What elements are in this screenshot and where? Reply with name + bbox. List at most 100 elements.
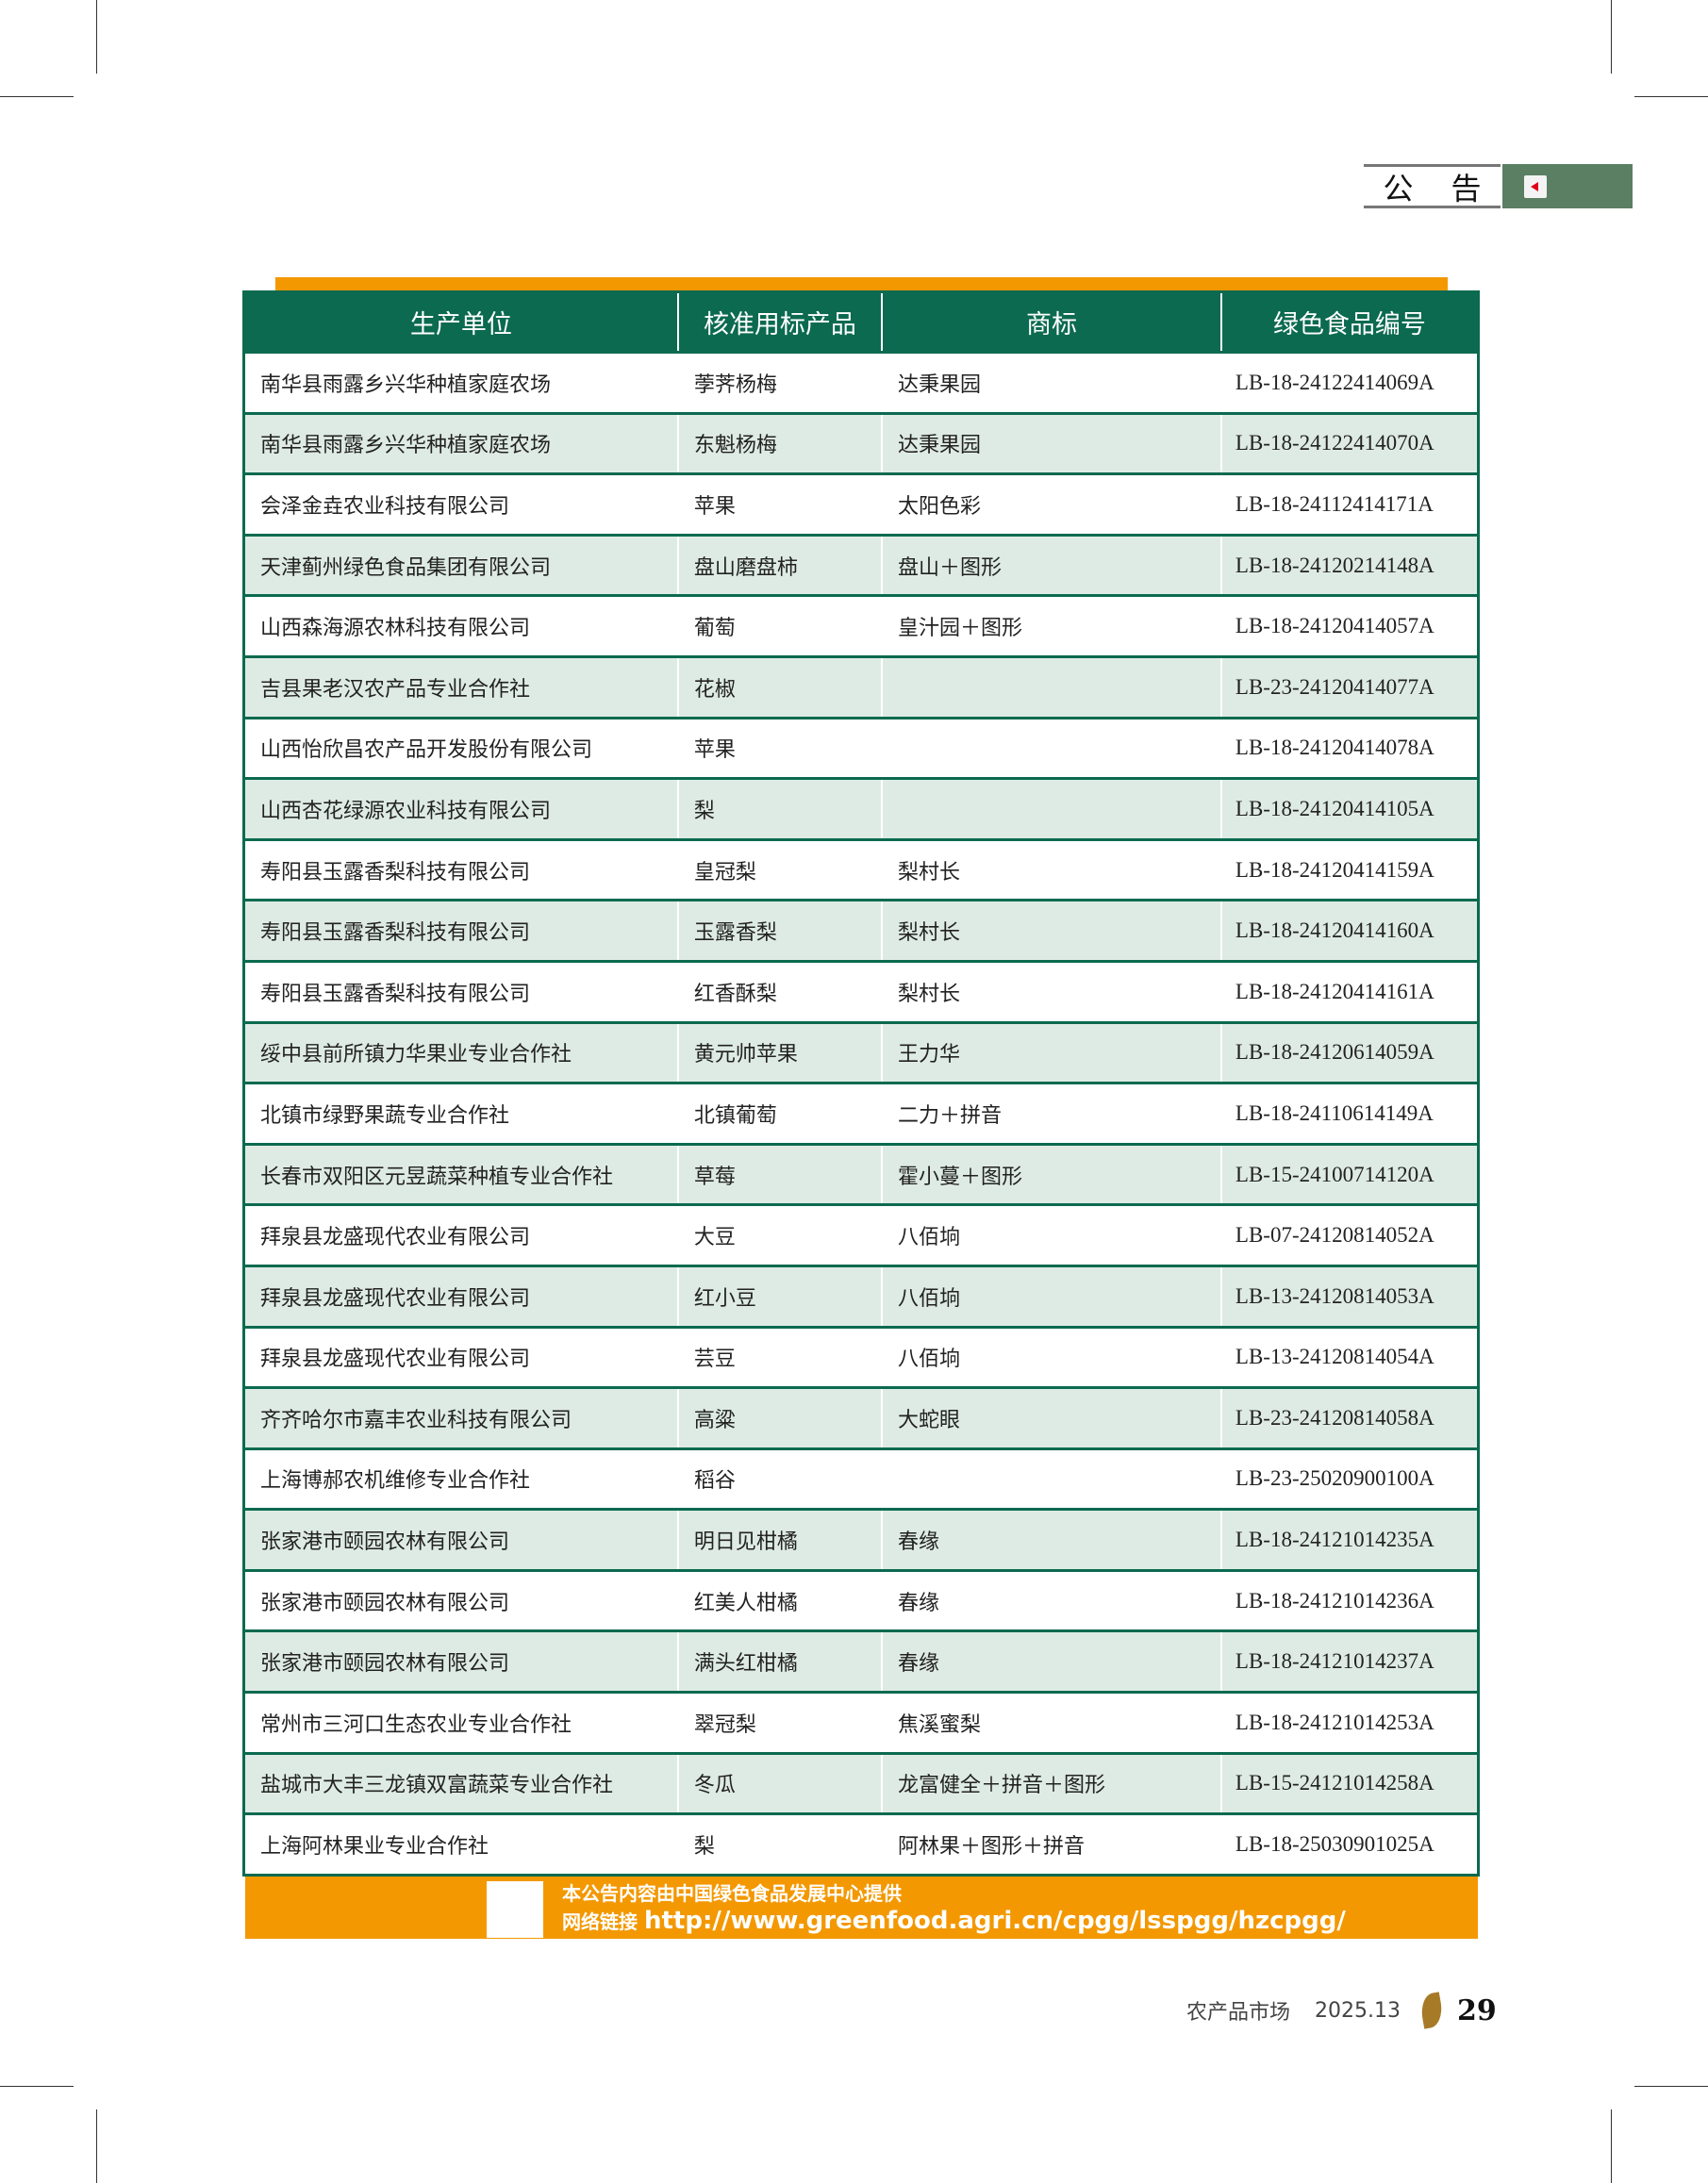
table-row: 盐城市大丰三龙镇双富蔬菜专业合作社 冬瓜 龙富健全＋拼音＋图形 LB-15-24121… [243,1751,1479,1814]
table-row: 长春市双阳区元昱蔬菜种植专业合作社 草莓 霍小蔓＋图形 LB-15-241007141… [243,1142,1479,1205]
trademark-cell [881,777,1221,840]
table-row: 拜泉县龙盛现代农业有限公司 芸豆 八佰垧 LB-13-24120814054A [243,1325,1479,1388]
producer-cell: 张家港市颐园农林有限公司 [243,1508,678,1571]
producer-cell: 会泽金垚农业科技有限公司 [243,472,678,536]
producer-cell: 常州市三河口生态农业专业合作社 [243,1691,678,1754]
code-cell: LB-18-24110614149A [1219,1082,1479,1145]
table-top-bar [275,277,1448,290]
trademark-cell: 达秉果园 [881,351,1221,414]
code-cell: LB-18-24121014235A [1219,1508,1479,1571]
producer-cell: 山西怡欣昌农产品开发股份有限公司 [243,716,678,779]
column-header: 绿色食品编号 [1219,291,1479,353]
code-cell: LB-18-24120414078A [1219,716,1479,779]
crop-mark [96,2109,97,2183]
code-cell: LB-15-24100714120A [1219,1142,1479,1205]
producer-cell: 绥中县前所镇力华果业专业合作社 [243,1020,678,1083]
section-char: 公 [1383,170,1414,207]
trademark-cell: 二力＋拼音 [881,1082,1221,1145]
producer-cell: 山西杏花绿源农业科技有限公司 [243,777,678,840]
crop-mark [0,2086,74,2087]
table-row: 吉县果老汉农产品专业合作社 花椒 LB-23-24120414077A [243,654,1479,719]
table-row: 拜泉县龙盛现代农业有限公司 大豆 八佰垧 LB-07-24120814052A [243,1203,1479,1266]
code-cell: LB-13-24120814054A [1219,1325,1479,1388]
table-row: 绥中县前所镇力华果业专业合作社 黄元帅苹果 王力华 LB-18-24120614059… [243,1020,1479,1083]
trademark-cell: 霍小蔓＋图形 [881,1142,1221,1205]
code-cell: LB-18-24120214148A [1219,533,1479,596]
trademark-cell: 大蛇眼 [881,1386,1221,1449]
product-cell: 梨 [676,777,883,840]
product-cell: 苹果 [676,472,883,536]
trademark-cell: 八佰垧 [881,1264,1221,1327]
product-cell: 黄元帅苹果 [676,1020,883,1083]
table-row: 寿阳县玉露香梨科技有限公司 红香酥梨 梨村长 LB-18-24120414161A [243,959,1479,1023]
code-cell: LB-18-24120414105A [1219,777,1479,840]
table-row: 山西怡欣昌农产品开发股份有限公司 苹果 LB-18-24120414078A [243,716,1479,779]
trademark-cell [881,716,1221,779]
product-cell: 盘山磨盘柿 [676,533,883,596]
product-cell: 草莓 [676,1142,883,1205]
table-row: 山西杏花绿源农业科技有限公司梨 LB-18-24120414105A [243,777,1479,840]
product-cell: 芸豆 [676,1325,883,1388]
table-row: 山西森海源农林科技有限公司 葡萄 皇汁园＋图形 LB-18-24120414057A [243,594,1479,657]
crop-mark [0,96,74,97]
producer-cell: 天津蓟州绿色食品集团有限公司 [243,533,678,596]
crop-mark [1634,96,1708,97]
trademark-cell: 春缘 [881,1508,1221,1571]
code-cell: LB-23-25020900100A [1219,1447,1479,1510]
product-cell: 冬瓜 [676,1751,883,1814]
notice-url[interactable]: http://www.greenfood.agri.cn/cpgg/lsspgg… [643,1907,1346,1935]
code-cell: LB-13-24120814053A [1219,1264,1479,1327]
product-cell: 梨 [676,1812,883,1876]
code-cell: LB-15-24121014258A [1219,1751,1479,1814]
qr-code-icon [487,1881,543,1938]
producer-cell: 寿阳县玉露香梨科技有限公司 [243,899,678,962]
producer-cell: 寿阳县玉露香梨科技有限公司 [243,837,678,901]
product-cell: 稻谷 [676,1447,883,1510]
product-cell: 东魁杨梅 [676,411,883,474]
product-cell: 北镇葡萄 [676,1082,883,1145]
code-cell: LB-18-24120414160A [1219,899,1479,962]
producer-cell: 上海阿林果业专业合作社 [243,1812,678,1876]
product-cell: 葡萄 [676,594,883,657]
trademark-cell: 阿林果＋图形＋拼音 [881,1812,1221,1876]
producer-cell: 山西森海源农林科技有限公司 [243,594,678,657]
producer-cell: 北镇市绿野果蔬专业合作社 [243,1082,678,1145]
producer-cell: 寿阳县玉露香梨科技有限公司 [243,959,678,1023]
product-cell: 红小豆 [676,1264,883,1327]
table-row: 张家港市颐园农林有限公司 红美人柑橘 春缘 LB-18-24121014236A [243,1568,1479,1631]
leaf-icon [1418,1992,1445,2029]
notice-band: 本公告内容由中国绿色食品发展中心提供 网络链接 http://www.green… [245,1877,1478,1939]
code-cell: LB-18-24122414070A [1219,411,1479,474]
code-cell: LB-18-24121014236A [1219,1568,1479,1631]
product-cell: 红香酥梨 [676,959,883,1023]
product-cell: 翠冠梨 [676,1691,883,1754]
trademark-cell: 梨村长 [881,959,1221,1023]
code-cell: LB-18-24120414057A [1219,594,1479,657]
page-number: 29 [1457,1993,1497,2027]
trademark-cell: 八佰垧 [881,1203,1221,1266]
product-cell: 花椒 [676,654,883,719]
page-footer: 农产品市场 2025.13 29 [1186,1992,1497,2029]
trademark-cell: 梨村长 [881,837,1221,901]
table-row: 齐齐哈尔市嘉丰农业科技有限公司 高粱 大蛇眼 LB-23-24120814058A [243,1386,1479,1449]
producer-cell: 拜泉县龙盛现代农业有限公司 [243,1325,678,1388]
producer-cell: 张家港市颐园农林有限公司 [243,1568,678,1631]
trademark-cell: 皇汁园＋图形 [881,594,1221,657]
crop-mark [1611,0,1612,74]
arrow-left-icon [1524,175,1547,198]
product-cell: 红美人柑橘 [676,1568,883,1631]
section-char: 告 [1451,170,1482,207]
section-tab-marker [1502,164,1633,208]
table-row: 张家港市颐园农林有限公司 明日见柑橘 春缘 LB-18-24121014235A [243,1508,1479,1571]
product-cell: 皇冠梨 [676,837,883,901]
trademark-cell: 焦溪蜜梨 [881,1691,1221,1754]
code-cell: LB-18-24121014253A [1219,1691,1479,1754]
certification-table: 生产单位 核准用标产品 商标 绿色食品编号 南华县雨露乡兴华种植家庭农场 荸荠杨梅 达秉果… [242,290,1480,1877]
column-header: 核准用标产品 [676,291,883,353]
product-cell: 满头红柑橘 [676,1629,883,1693]
code-cell: LB-18-24121014237A [1219,1629,1479,1693]
producer-cell: 南华县雨露乡兴华种植家庭农场 [243,351,678,414]
producer-cell: 拜泉县龙盛现代农业有限公司 [243,1203,678,1266]
producer-cell: 南华县雨露乡兴华种植家庭农场 [243,411,678,474]
producer-cell: 盐城市大丰三龙镇双富蔬菜专业合作社 [243,1751,678,1814]
